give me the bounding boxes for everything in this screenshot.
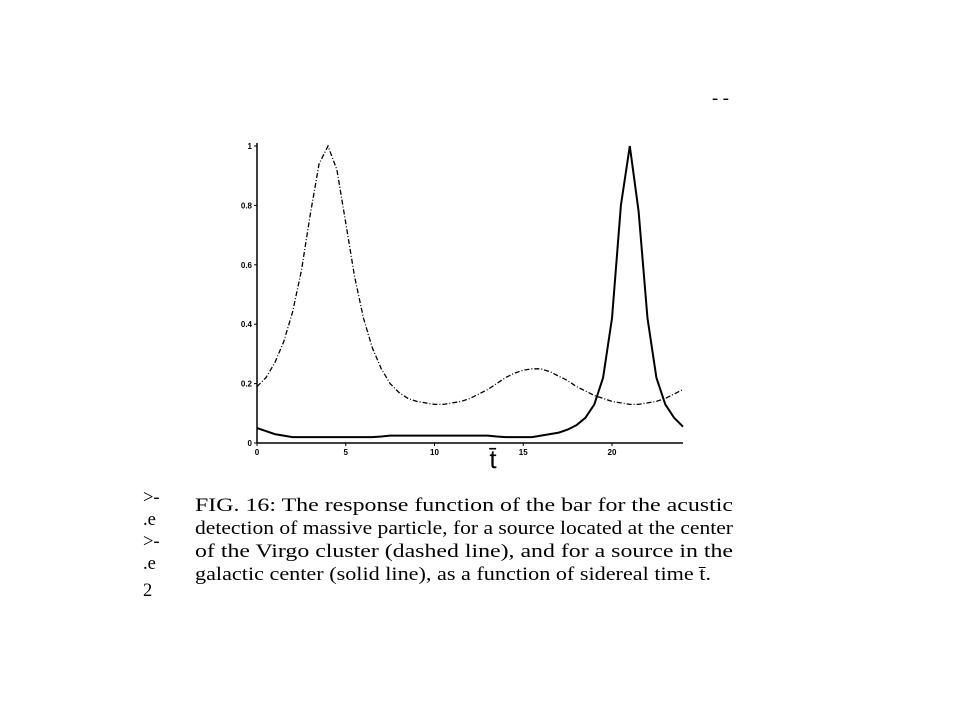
x-tick-label: 10 <box>430 448 439 457</box>
caption-line: of the Virgo cluster (dashed line), and … <box>195 542 733 562</box>
margin-fragment: >- <box>143 532 160 552</box>
x-tick-label: 20 <box>608 448 617 457</box>
margin-fragment: .e <box>143 554 156 574</box>
x-axis-label: t̄ <box>489 444 498 474</box>
caption-line: galactic center (solid line), as a funct… <box>195 565 711 585</box>
margin-fragment: >- <box>143 488 160 508</box>
caption: FIG. 16: The response function of the ba… <box>195 496 733 585</box>
series-line <box>256 144 684 406</box>
y-tick-label: 0 <box>248 439 253 448</box>
margin-fragment: 2 <box>143 581 152 601</box>
y-tick-label: 0.6 <box>241 261 253 270</box>
x-tick-label: 5 <box>344 448 349 457</box>
x-tick-label: 0 <box>255 448 260 457</box>
x-tick-label: 15 <box>519 448 528 457</box>
caption-line: detection of massive particle, for a sou… <box>195 519 733 539</box>
series-line <box>256 145 684 439</box>
y-tick-label: 0.2 <box>241 380 253 389</box>
caption-line: FIG. 16: The response function of the ba… <box>195 496 733 516</box>
y-tick-label: 1 <box>248 142 253 151</box>
y-tick-label: 0.4 <box>241 320 253 329</box>
margin: >-.e>-.e2 <box>143 488 160 601</box>
margin-fragment: .e <box>143 510 156 530</box>
y-tick-label: 0.8 <box>241 201 253 210</box>
top-fragment: - - <box>712 89 729 109</box>
